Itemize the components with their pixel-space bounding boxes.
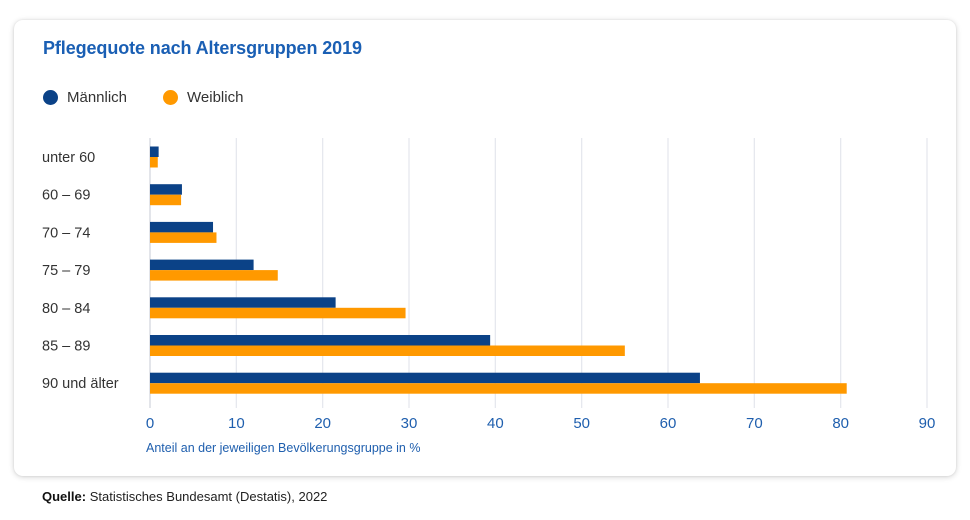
legend-item-male[interactable]: Männlich [43,89,127,106]
legend: Männlich Weiblich [43,89,279,106]
bar-male[interactable] [150,221,214,233]
source-note: Quelle: Statistisches Bundesamt (Destati… [42,489,327,504]
category-label: 90 und älter [42,376,119,392]
legend-label-female: Weiblich [187,89,244,106]
bar-male[interactable] [150,146,159,158]
x-tick-label: 40 [487,415,504,432]
x-tick-label: 0 [146,415,154,432]
category-label: 85 – 89 [42,339,90,355]
legend-swatch-female [163,90,179,105]
bar-female[interactable] [150,157,158,168]
legend-item-female[interactable]: Weiblich [163,89,243,106]
category-label: 60 – 69 [42,188,90,204]
x-tick-label: 90 [919,415,936,432]
bar-male[interactable] [150,184,182,195]
category-label: unter 60 [42,150,95,166]
x-tick-label: 20 [314,415,331,432]
bar-male[interactable] [150,259,254,271]
chart-title: Pflegequote nach Altersgruppen 2019 [43,38,362,58]
x-tick-label: 30 [401,415,418,432]
bar-female[interactable] [150,345,625,357]
category-label: 80 – 84 [42,301,90,317]
bar-female[interactable] [150,270,278,281]
source-text: Statistisches Bundesamt (Destatis), 2022 [86,489,328,504]
bar-male[interactable] [150,297,336,308]
bar-female[interactable] [150,307,406,319]
bar-female[interactable] [150,232,217,243]
x-tick-label: 10 [228,415,245,432]
bar-female[interactable] [150,194,182,206]
legend-swatch-male [43,90,58,105]
bar-male[interactable] [150,372,700,384]
bar-male[interactable] [150,335,491,346]
x-axis-title: Anteil an der jeweiligen Bevölkerungsgru… [146,441,420,455]
x-tick-label: 70 [746,415,763,432]
x-tick-label: 80 [832,415,849,432]
x-tick-label: 50 [573,415,590,432]
legend-label-male: Männlich [67,89,128,106]
x-tick-label: 60 [660,415,677,432]
bar-female[interactable] [150,383,847,394]
category-label: 75 – 79 [42,263,90,279]
source-label: Quelle: [42,489,87,504]
category-label: 70 – 74 [42,225,90,241]
